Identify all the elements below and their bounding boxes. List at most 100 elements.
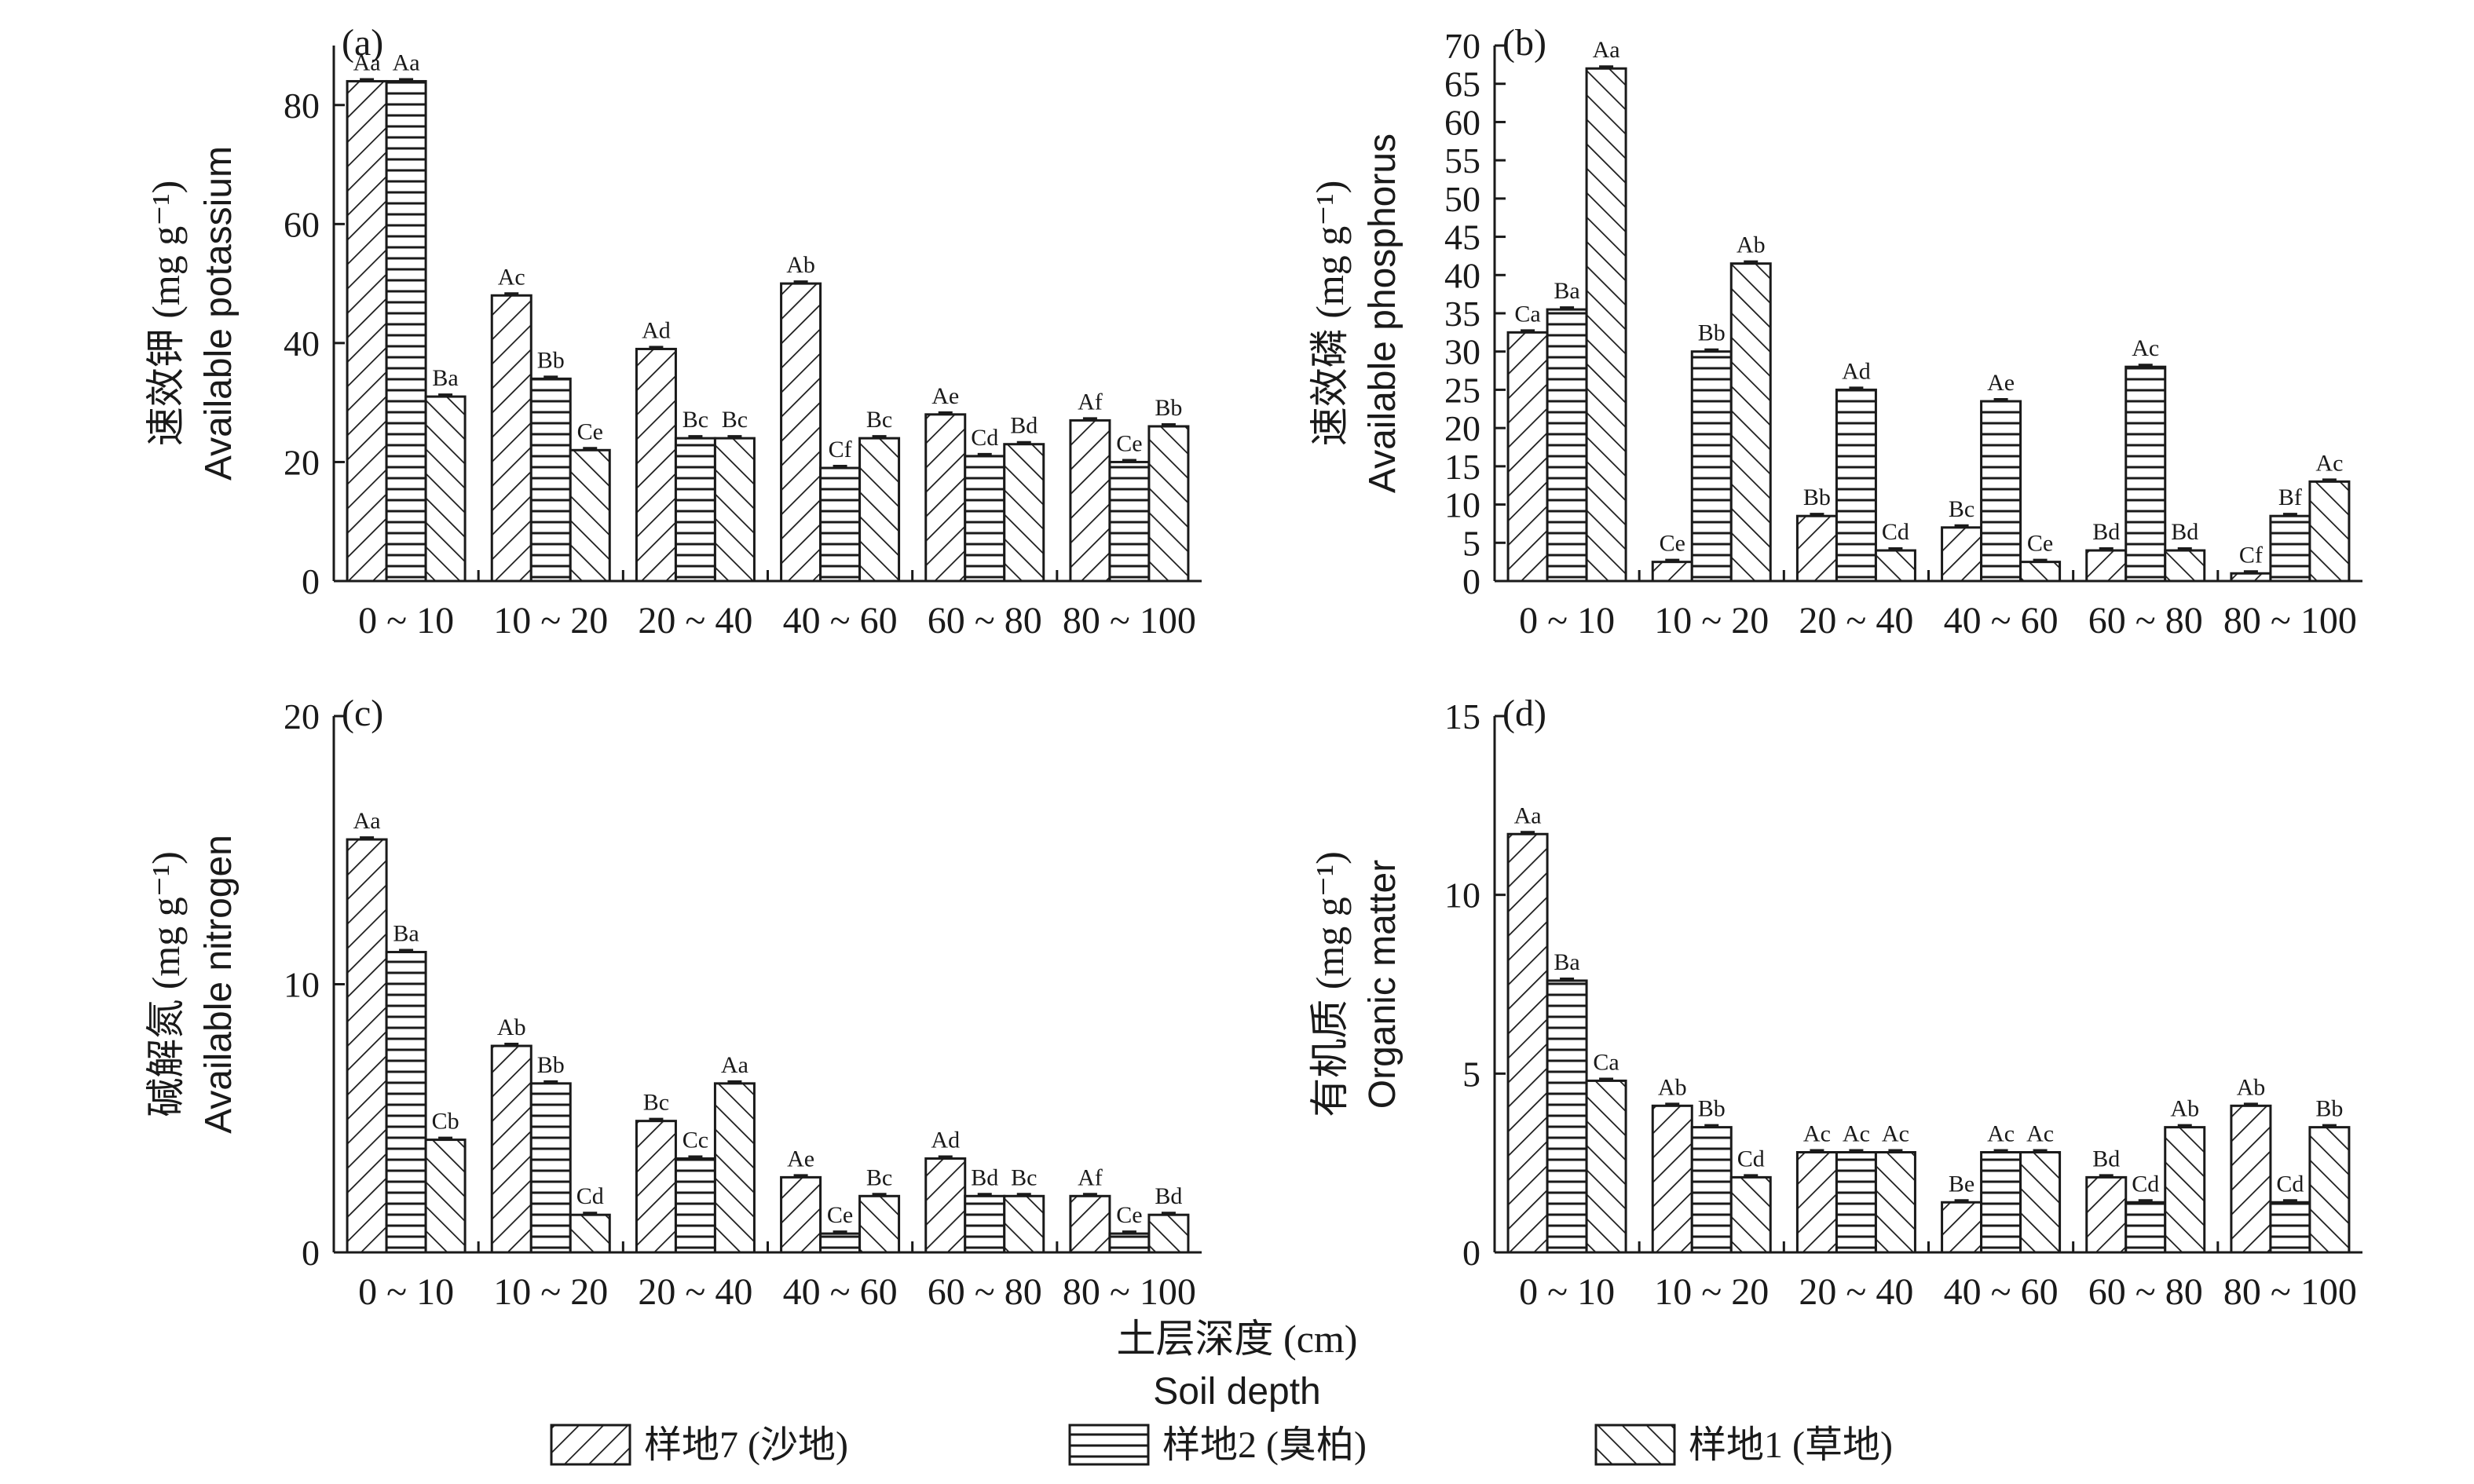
panel-b-bar-plot7 <box>2085 549 2128 583</box>
panel-b-y-title-en: Available phosphorus <box>1362 133 1404 493</box>
panel-a-bar-plot7 <box>490 294 532 583</box>
legend-swatch-plot2 <box>1068 1424 1150 1466</box>
panel-c-significance-label: Aa <box>721 1052 748 1078</box>
panel-c-bar-plot2 <box>964 1194 1006 1254</box>
panel-a-label: (a) <box>342 22 383 64</box>
panel-a-significance-label: Bc <box>722 407 748 433</box>
panel-b-y-tick-label: 20 <box>1444 408 1480 448</box>
legend-swatch-plot7 <box>550 1424 631 1466</box>
panel-a-bar-plot2 <box>529 377 572 583</box>
panel-a-bar-plot1 <box>569 448 611 583</box>
panel-d: 0 5 10 15 0 ~ 10 10 ~ 20 20 ~ 40 40 ~ 60 60 ~ 80… <box>1308 693 2362 1313</box>
panel-b-bar-plot1 <box>2164 549 2206 583</box>
panel-c-bar-plot7 <box>924 1157 967 1254</box>
panel-b-significance-label: Ca <box>1514 301 1540 327</box>
panel-b-y-tick-label: 55 <box>1444 141 1480 181</box>
panel-c-bar-plot2 <box>819 1232 862 1254</box>
panel-c-significance-label: Ad <box>931 1127 960 1153</box>
panel-a-significance-label: Bb <box>1155 395 1182 421</box>
panel-b-bar-plot2 <box>1690 350 1733 583</box>
panel-b-bar-plot1 <box>2019 561 2062 583</box>
panel-b-significance-label: Bb <box>1698 320 1726 346</box>
panel-b-y-tick-label: 5 <box>1462 523 1480 563</box>
panel-d-bar-plot1 <box>2308 1126 2351 1254</box>
panel-b-bar-plot1 <box>1874 549 1916 583</box>
panel-a-bar-plot1 <box>858 437 901 583</box>
panel-b-y-tick-label: 0 <box>1462 561 1480 601</box>
panel-b-y-tick-label: 45 <box>1444 217 1480 258</box>
panel-b-bar-plot7 <box>1941 526 1983 583</box>
panel-a-significance-label: Ce <box>1116 430 1142 456</box>
panel-a-significance-label: Ad <box>642 317 671 343</box>
panel-b-label: (b) <box>1502 22 1546 64</box>
panel-a-bar-plot2 <box>385 79 427 583</box>
panel-c-y-tick-label: 10 <box>284 965 320 1005</box>
panel-d-category-label: 20 ~ 40 <box>1799 1271 1913 1313</box>
panel-d-significance-label: Ac <box>1843 1121 1870 1147</box>
legend: 样地7 (沙地) 样地2 (臭柏) 样地1 (草地) <box>550 1424 1893 1466</box>
panel-c-category-label: 20 ~ 40 <box>638 1271 752 1313</box>
panel-c-significance-label: Ab <box>497 1014 526 1040</box>
panel-d-category-label: 0 ~ 10 <box>1519 1271 1615 1313</box>
panel-a-category-label: 0 ~ 10 <box>358 600 454 641</box>
panel-c-significance-label: Ce <box>827 1202 853 1228</box>
panel-d-significance-label: Ab <box>1658 1074 1687 1100</box>
panel-d-bar-plot1 <box>1585 1079 1627 1254</box>
panel-d-bar-plot2 <box>1690 1126 1733 1254</box>
panel-b-y-tick-label: 40 <box>1444 255 1480 295</box>
panel-d-significance-label: Bd <box>2092 1146 2120 1171</box>
panel-c-y-title: 碱解氮 (mg g⁻¹) <box>144 851 188 1117</box>
panel-a-y-tick-label: 80 <box>284 86 320 126</box>
panel-c-bar-plot2 <box>1108 1232 1151 1254</box>
panel-d-y-title: 有机质 (mg g⁻¹) <box>1308 851 1352 1117</box>
panel-d-bar-plot2 <box>1980 1151 2022 1254</box>
panel-b-y-tick-label: 65 <box>1444 64 1480 104</box>
panel-d-significance-label: Ba <box>1554 949 1579 975</box>
panel-c-bar-plot1 <box>1003 1194 1045 1254</box>
panel-c-category-label: 40 ~ 60 <box>783 1271 898 1313</box>
panel-d-bar-plot2 <box>1835 1151 1877 1254</box>
panel-a-significance-label: Cf <box>829 437 852 462</box>
panel-d-y-tick-label: 0 <box>1462 1233 1480 1273</box>
panel-c-bar-plot2 <box>674 1157 716 1254</box>
legend-item-plot7: 样地7 (沙地) <box>550 1424 848 1466</box>
panel-b-y-tick-label: 35 <box>1444 294 1480 334</box>
panel-b-y-title: 速效磷 (mg g⁻¹) <box>1308 181 1352 447</box>
panel-c-significance-label: Bc <box>643 1090 669 1116</box>
panel-c-y-tick-label: 20 <box>284 696 320 737</box>
panel-c-y-title-en: Available nitrogen <box>198 835 240 1134</box>
panel-c-significance-label: Aa <box>353 808 381 834</box>
panel-b-bar-plot1 <box>2308 480 2351 583</box>
panel-d-bar-plot2 <box>2124 1201 2167 1254</box>
panel-c-significance-label: Bd <box>1155 1183 1182 1209</box>
panel-a-y-title: 速效钾 (mg g⁻¹) <box>144 181 188 447</box>
panel-c-bar-plot1 <box>569 1213 611 1254</box>
panel-d-bar-plot7 <box>1506 832 1549 1254</box>
panel-c-bar-plot1 <box>1147 1213 1190 1254</box>
panel-d-significance-label: Ac <box>1987 1121 2015 1147</box>
panel-b-category-label: 0 ~ 10 <box>1519 600 1615 641</box>
panel-a-significance-label: Bc <box>866 407 892 433</box>
panel-c-bar-plot7 <box>780 1175 822 1254</box>
panel-b-significance-label: Cf <box>2239 542 2263 568</box>
panel-b-significance-label: Ce <box>1660 531 1685 557</box>
panel-b-significance-label: Bb <box>1803 484 1831 510</box>
panel-b-bar-plot7 <box>1506 331 1549 583</box>
panel-a-category-label: 10 ~ 20 <box>493 600 608 641</box>
panel-b-y-tick-label: 15 <box>1444 447 1480 487</box>
panel-d-label: (d) <box>1502 693 1546 734</box>
panel-b-category-label: 40 ~ 60 <box>1944 600 2059 641</box>
panel-b-significance-label: Ae <box>1987 370 2015 396</box>
panel-c-significance-label: Bd <box>971 1164 998 1190</box>
panel-b-bar-plot2 <box>1980 400 2022 583</box>
x-axis-title-en: Soil depth <box>1153 1371 1321 1413</box>
panel-d-y-tick-label: 15 <box>1444 696 1480 737</box>
panel-c-bar-plot7 <box>346 838 388 1254</box>
panel-d-significance-label: Cd <box>2276 1171 2304 1197</box>
panel-d-bar-plot7 <box>1651 1104 1693 1254</box>
panel-d-category-label: 40 ~ 60 <box>1944 1271 2059 1313</box>
panel-b-bar-plot2 <box>1546 308 1588 583</box>
panel-c-bar-plot2 <box>385 951 427 1254</box>
panel-a-bar-plot7 <box>346 79 388 583</box>
